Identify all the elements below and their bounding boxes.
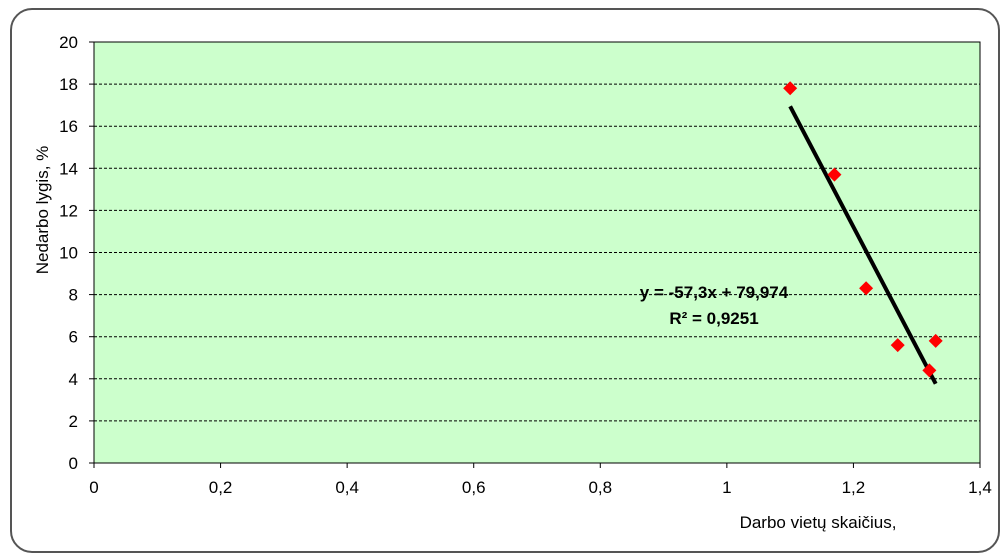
axes (93, 42, 980, 464)
y-tick-label: 8 (69, 286, 78, 305)
data-point-marker (783, 81, 798, 96)
x-axis-title: Darbo vietų skaičius, (740, 513, 897, 532)
trendline-r-squared: R² = 0,9251 (669, 309, 758, 328)
y-tick-label: 2 (69, 412, 78, 431)
y-axis-title: Nedarbo lygis, % (33, 146, 52, 275)
y-tick-label: 16 (59, 117, 78, 136)
y-tick-labels: 0 2 4 6 8 10 12 14 16 18 20 (59, 33, 78, 473)
scatter-chart: 0 2 4 6 8 10 12 14 16 18 20 0 0,2 0,4 0,6 0,8 1 1,2 1,4 y… (33, 33, 992, 532)
data-point-marker (859, 281, 874, 296)
x-tick-label: 1,4 (968, 478, 992, 497)
trendline (788, 105, 938, 385)
x-tick-label: 1,2 (842, 478, 866, 497)
y-tick-label: 0 (69, 454, 78, 473)
grid-lines (89, 41, 981, 468)
x-tick-labels: 0 0,2 0,4 0,6 0,8 1 1,2 1,4 (89, 478, 992, 497)
y-tick-label: 20 (59, 33, 78, 52)
data-point-marker (928, 333, 943, 348)
data-points (783, 81, 943, 378)
trendline-equation: y = -57,3x + 79,974 (640, 283, 789, 302)
x-tick-label: 0,8 (588, 478, 612, 497)
x-tick-label: 0,2 (209, 478, 233, 497)
y-tick-label: 4 (69, 370, 78, 389)
x-tick-label: 0,4 (335, 478, 359, 497)
x-tick-label: 1 (722, 478, 731, 497)
data-point-marker (827, 167, 842, 182)
y-tick-label: 14 (59, 159, 78, 178)
y-tick-label: 10 (59, 244, 78, 263)
data-point-marker (890, 338, 905, 353)
x-tick-label: 0 (89, 478, 98, 497)
y-tick-label: 6 (69, 328, 78, 347)
y-tick-label: 12 (59, 201, 78, 220)
data-point-marker (922, 363, 937, 378)
x-tick-label: 0,6 (462, 478, 486, 497)
y-tick-label: 18 (59, 75, 78, 94)
